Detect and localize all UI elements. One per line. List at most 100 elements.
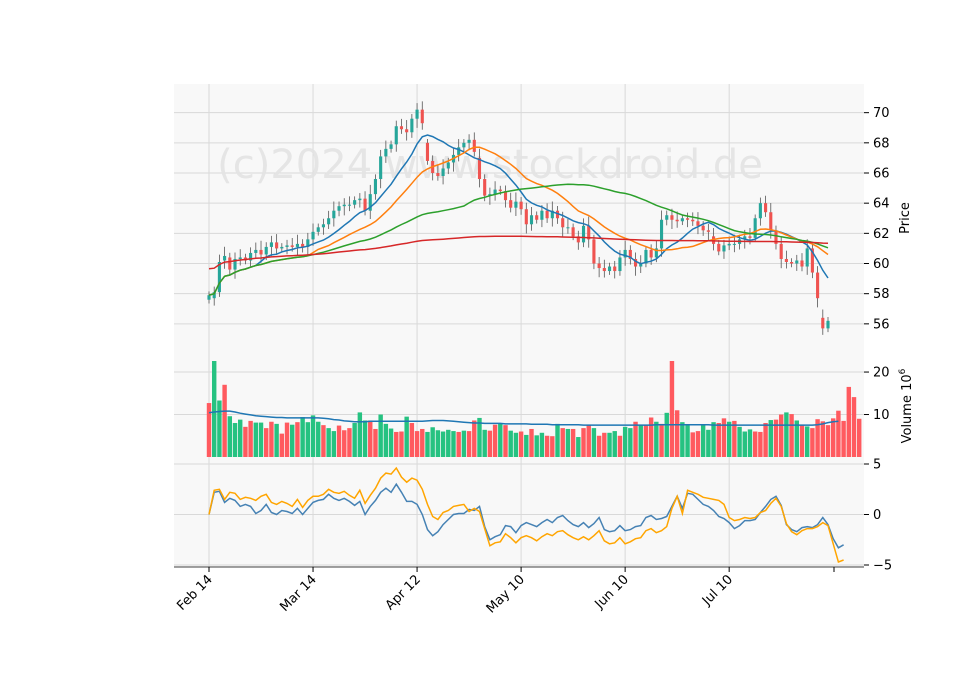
volume-bar: [237, 419, 243, 457]
candle-body: [810, 248, 814, 273]
candle-body: [462, 142, 466, 148]
candle-body: [254, 249, 258, 253]
volume-bar: [472, 420, 477, 457]
candle-body: [670, 215, 674, 220]
price-tick-label: 66: [873, 167, 890, 182]
candle-body: [212, 292, 216, 299]
volume-bar: [784, 412, 789, 457]
candle-body: [685, 218, 690, 220]
volume-bar: [513, 432, 519, 457]
volume-axis-label: Volume 106: [898, 368, 915, 443]
candle-body: [753, 218, 757, 238]
candle-body: [821, 317, 825, 329]
volume-bar: [607, 432, 612, 457]
candle-body: [550, 210, 554, 219]
candle-body: [301, 243, 305, 247]
volume-bar: [612, 431, 617, 457]
volume-bar: [492, 424, 498, 457]
indicator-tick-label: 5: [873, 458, 881, 473]
volume-axis-label-text: Volume: [900, 395, 915, 443]
candle-body: [321, 224, 325, 228]
volume-bar: [264, 428, 269, 457]
volume-bar: [560, 428, 565, 457]
candle-body: [748, 236, 752, 238]
candle-body: [800, 260, 804, 267]
price-tick-label: 64: [873, 197, 890, 212]
candle-body: [680, 218, 684, 222]
volume-bar: [638, 424, 643, 457]
candle-body: [441, 168, 445, 177]
volume-bar: [758, 431, 763, 457]
volume-bar: [279, 433, 285, 457]
volume-bar: [825, 425, 831, 457]
volume-bar: [721, 418, 727, 457]
candle-body: [758, 203, 762, 219]
candle-body: [394, 126, 398, 145]
candle-body: [509, 200, 513, 208]
volume-tick-label: 20: [873, 366, 890, 381]
grid-layer: [174, 84, 864, 567]
candle-body: [659, 219, 664, 249]
volume-bar: [841, 420, 846, 457]
candle-body: [717, 243, 721, 252]
candle-body: [503, 191, 508, 201]
candle-body: [420, 109, 424, 124]
volume-bar: [487, 430, 493, 457]
volume-bar: [373, 428, 378, 457]
candle-body: [535, 215, 539, 220]
candle-body: [722, 245, 726, 252]
volume-bar: [394, 431, 399, 457]
candle-body: [639, 263, 643, 267]
volume-layer: [206, 361, 862, 457]
volume-bar: [206, 403, 212, 457]
volume-bar: [420, 428, 425, 457]
volume-bar: [440, 431, 446, 457]
candle-body: [732, 243, 736, 245]
candle-body: [576, 236, 580, 243]
candle-body: [607, 266, 612, 272]
candle-body: [769, 212, 773, 231]
volume-bar: [399, 431, 404, 457]
volume-bar: [846, 386, 852, 457]
volume-bar: [503, 425, 508, 457]
volume-axis-label-spacer: 10: [900, 374, 915, 395]
volume-bar: [498, 423, 503, 457]
candle-body: [816, 272, 820, 299]
volume-tick-label: 10: [873, 408, 890, 423]
volume-bar: [466, 431, 472, 457]
volume-bar: [815, 419, 820, 457]
candle-body: [805, 248, 809, 267]
volume-bar: [446, 429, 451, 457]
volume-bar: [565, 428, 571, 457]
candle-body: [425, 142, 430, 161]
candle-body: [410, 118, 414, 133]
candle-body: [826, 320, 830, 329]
volume-bar: [331, 431, 337, 457]
volume-bar: [622, 426, 628, 457]
volume-bar: [685, 424, 690, 457]
volume-bar: [529, 428, 534, 457]
candle-body: [384, 148, 388, 157]
moving-average-line: [208, 146, 829, 296]
candle-body: [353, 200, 357, 205]
volume-bar: [804, 426, 810, 457]
volume-bar: [820, 421, 826, 457]
candle-body: [342, 204, 346, 207]
candle-body: [597, 263, 601, 269]
x-tick-label: Mar 14: [277, 572, 320, 615]
price-tick-label: 70: [873, 106, 890, 121]
candle-body: [488, 194, 492, 196]
candle-body: [373, 179, 378, 195]
price-axis-label: Price: [898, 202, 913, 234]
candle-body: [779, 243, 783, 259]
volume-bar: [648, 417, 654, 457]
candle-body: [285, 245, 289, 247]
volume-bar: [695, 431, 701, 457]
candle-body: [436, 173, 440, 177]
volume-bar: [352, 423, 357, 457]
candle-body: [415, 109, 419, 119]
candle-body: [654, 248, 658, 258]
volume-bar: [336, 425, 342, 457]
volume-bar: [409, 423, 415, 457]
